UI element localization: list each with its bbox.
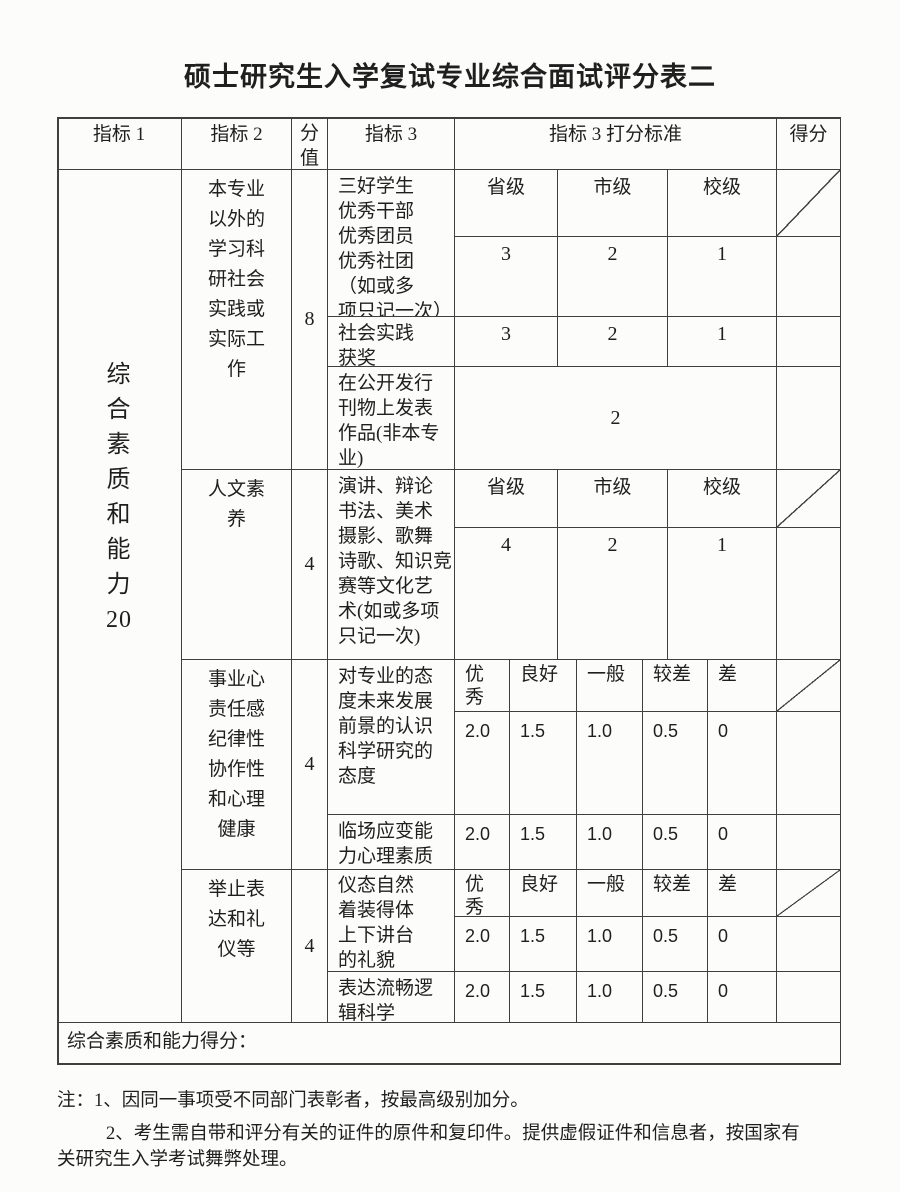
diagonal-slash-icon xyxy=(777,470,840,527)
score-diagonal-cell-block1 xyxy=(777,170,841,237)
grade-header-poor-block4: 较差 xyxy=(643,870,708,917)
value-cell: 0 xyxy=(708,712,777,815)
grade-header-average-block3: 一般 xyxy=(577,660,643,712)
score-diagonal-cell-block4 xyxy=(777,870,841,917)
score-entry-cell xyxy=(777,972,841,1023)
cell-indicator1-comprehensive-quality: 综 合 素 质 和 能 力 20 xyxy=(57,170,182,1023)
notes: 注：1、因同一事项受不同部门表彰者，按最高级别加分。 2、考生需自带和评分有关的… xyxy=(57,1088,857,1173)
diagonal-slash-icon xyxy=(777,660,840,711)
value-cell: 3 xyxy=(455,237,558,317)
table-left-border xyxy=(57,117,59,1065)
grade-header-good-block4: 良好 xyxy=(510,870,577,917)
level-header-school-block1: 校级 xyxy=(668,170,777,237)
col-header-scoring-standard: 指标 3 打分标准 xyxy=(455,117,777,170)
diagonal-slash-icon xyxy=(777,170,840,236)
score-entry-cell xyxy=(777,917,841,972)
grade-header-excellent-block4: 优秀 xyxy=(455,870,510,917)
value-cell: 0.5 xyxy=(643,972,708,1023)
value-cell: 1.5 xyxy=(510,917,577,972)
note-line-1: 注：1、因同一事项受不同部门表彰者，按最高级别加分。 xyxy=(57,1091,529,1111)
col-header-score-value: 分 值 xyxy=(292,117,328,170)
cell-score-value-block3: 4 xyxy=(292,660,328,870)
cell-score-value-block2: 4 xyxy=(292,470,328,660)
grade-header-excellent-block3: 优秀 xyxy=(455,660,510,712)
table-top-border xyxy=(57,117,841,119)
value-cell: 2 xyxy=(558,237,668,317)
level-header-municipal-block1: 市级 xyxy=(558,170,668,237)
cell-score-value-block1: 8 xyxy=(292,170,328,470)
diagonal-slash-icon xyxy=(777,870,840,916)
value-cell: 1 xyxy=(668,317,777,367)
value-cell: 2 xyxy=(558,528,668,660)
col-header-indicator3: 指标 3 xyxy=(328,117,455,170)
col-header-indicator1: 指标 1 xyxy=(57,117,182,170)
score-entry-cell xyxy=(777,528,841,660)
cell-indicator3-block4-row1: 仪态自然 着装得体 上下讲台 的礼貌 xyxy=(328,870,455,972)
value-cell: 1.0 xyxy=(577,972,643,1023)
value-cell: 0.5 xyxy=(643,712,708,815)
value-cell: 2.0 xyxy=(455,815,510,870)
cell-indicator2-block2: 人文素 养 xyxy=(182,470,292,660)
cell-indicator3-block3-row1: 对专业的态 度未来发展 前景的认识 科学研究的 态度 xyxy=(328,660,455,815)
cell-indicator3-block3-row2: 临场应变能 力心理素质 xyxy=(328,815,455,870)
score-entry-cell xyxy=(777,367,841,470)
col-header-score: 得分 xyxy=(777,117,841,170)
level-header-municipal-block2: 市级 xyxy=(558,470,668,528)
value-cell: 1.5 xyxy=(510,712,577,815)
value-cell: 1 xyxy=(668,237,777,317)
score-entry-cell xyxy=(777,815,841,870)
value-cell: 1.0 xyxy=(577,815,643,870)
col-header-indicator2: 指标 2 xyxy=(182,117,292,170)
value-cell: 1.0 xyxy=(577,712,643,815)
cell-indicator3-block1-row1: 三好学生 优秀干部 优秀团员 优秀社团 （如或多 项只记一次） xyxy=(328,170,455,317)
value-cell: 1 xyxy=(668,528,777,660)
value-cell: 0.5 xyxy=(643,917,708,972)
cell-indicator3-block1-row3: 在公开发行 刊物上发表 作品(非本专 业) xyxy=(328,367,455,470)
value-cell: 1.5 xyxy=(510,972,577,1023)
grade-header-good-block3: 良好 xyxy=(510,660,577,712)
value-cell: 3 xyxy=(455,317,558,367)
total-score-row: 综合素质和能力得分： xyxy=(57,1023,841,1065)
level-header-provincial-block1: 省级 xyxy=(455,170,558,237)
value-cell: 0 xyxy=(708,917,777,972)
scoring-table: 指标 1 指标 2 分 值 指标 3 指标 3 打分标准 得分 综 合 素 质 … xyxy=(57,117,841,1065)
value-cell: 2 xyxy=(558,317,668,367)
cell-indicator2-block1: 本专业 以外的 学习科 研社会 实践或 实际工 作 xyxy=(182,170,292,470)
level-header-provincial-block2: 省级 xyxy=(455,470,558,528)
cell-indicator3-block2-row1: 演讲、辩论 书法、美术 摄影、歌舞 诗歌、知识竞 赛等文化艺 术(如或多项 只记… xyxy=(328,470,455,660)
page-title: 硕士研究生入学复试专业综合面试评分表二 xyxy=(184,62,716,92)
score-diagonal-cell-block3 xyxy=(777,660,841,712)
value-cell: 4 xyxy=(455,528,558,660)
value-cell: 2.0 xyxy=(455,712,510,815)
value-cell: 0.5 xyxy=(643,815,708,870)
grade-header-average-block4: 一般 xyxy=(577,870,643,917)
value-cell: 1.0 xyxy=(577,917,643,972)
value-cell: 0 xyxy=(708,815,777,870)
value-cell: 2.0 xyxy=(455,972,510,1023)
score-diagonal-cell-block2 xyxy=(777,470,841,528)
cell-indicator2-block3: 事业心 责任感 纪律性 协作性 和心理 健康 xyxy=(182,660,292,870)
cell-indicator3-block1-row2: 社会实践 获奖 xyxy=(328,317,455,367)
grade-header-bad-block4: 差 xyxy=(708,870,777,917)
value-cell: 1.5 xyxy=(510,815,577,870)
note-line-3: 关研究生入学考试舞弊处理。 xyxy=(57,1150,298,1170)
cell-score-value-block4: 4 xyxy=(292,870,328,1023)
score-entry-cell xyxy=(777,237,841,317)
cell-indicator2-block4: 举止表 达和礼 仪等 xyxy=(182,870,292,1023)
level-header-school-block2: 校级 xyxy=(668,470,777,528)
note-line-2: 2、考生需自带和评分有关的证件的原件和复印件。提供虚假证件和信息者，按国家有 xyxy=(106,1124,800,1144)
score-entry-cell xyxy=(777,712,841,815)
grade-header-poor-block3: 较差 xyxy=(643,660,708,712)
score-entry-cell xyxy=(777,317,841,367)
cell-indicator3-block4-row2: 表达流畅逻 辑科学 xyxy=(328,972,455,1023)
value-cell-merged: 2 xyxy=(455,367,777,470)
value-cell: 2.0 xyxy=(455,917,510,972)
value-cell: 0 xyxy=(708,972,777,1023)
grade-header-bad-block3: 差 xyxy=(708,660,777,712)
